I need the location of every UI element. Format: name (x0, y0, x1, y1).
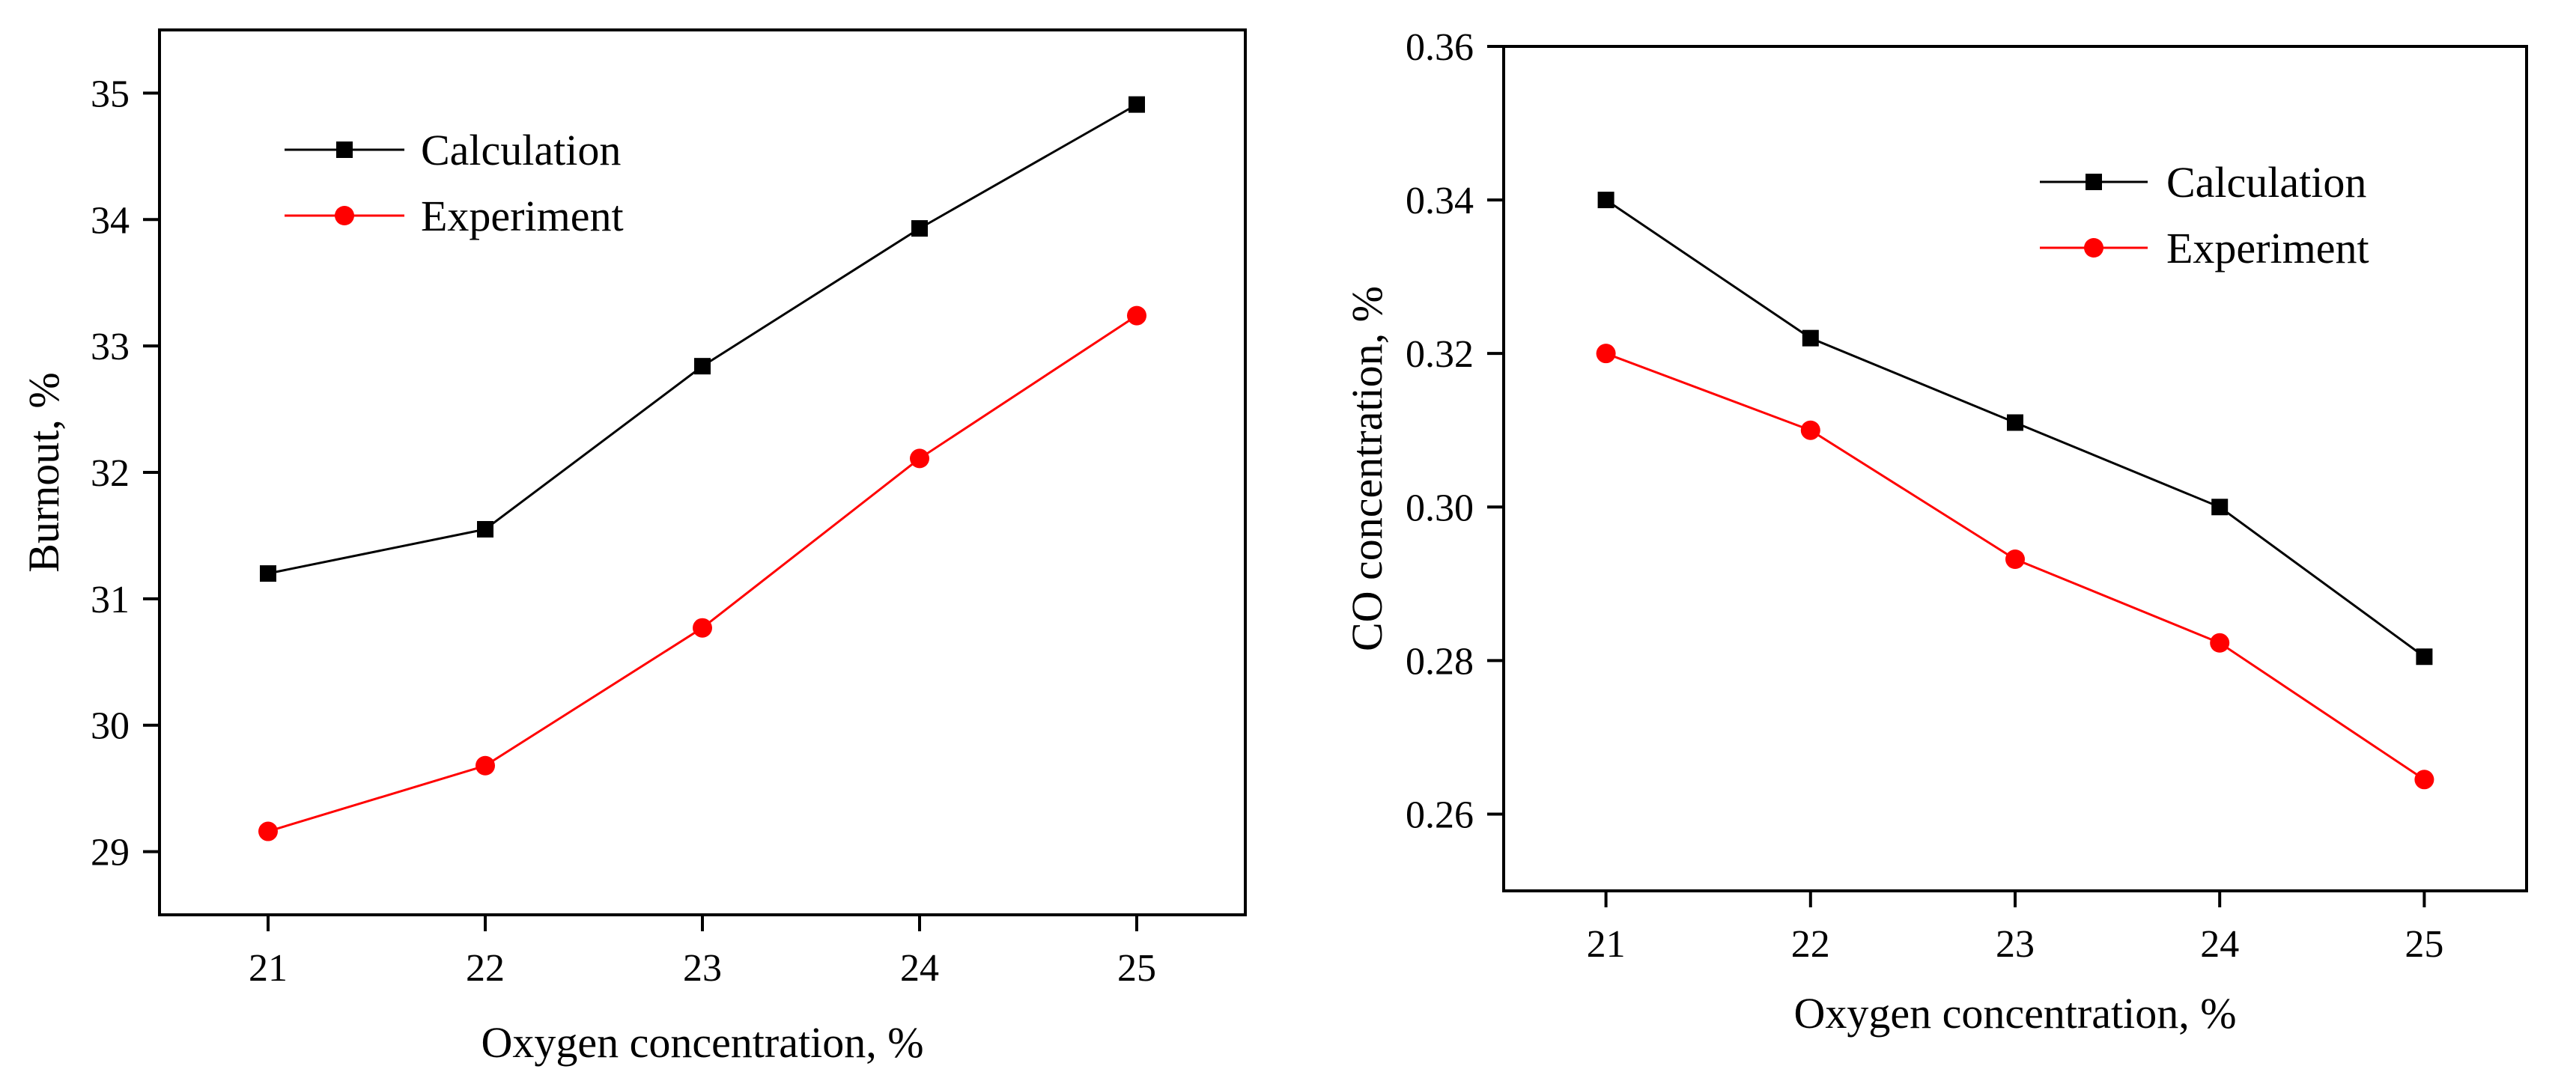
y-tick-label: 0.34 (1406, 180, 1474, 222)
data-point-experiment (2005, 549, 2025, 570)
x-tick-label: 21 (249, 947, 288, 990)
data-point-experiment (1800, 420, 1820, 440)
x-tick-label: 23 (683, 947, 722, 990)
y-axis-title: Burnout, % (19, 372, 68, 572)
x-tick-label: 23 (1996, 923, 2035, 966)
x-tick-label: 25 (2405, 923, 2443, 966)
data-point-calculation (1802, 329, 1819, 347)
y-axis-title: CO concentration, % (1343, 286, 1391, 651)
legend-label-experiment: Experiment (421, 192, 624, 240)
data-point-calculation (2007, 414, 2023, 431)
y-tick-label: 0.36 (1406, 26, 1474, 69)
data-point-calculation (2211, 499, 2229, 516)
y-tick-label: 32 (91, 452, 130, 495)
x-tick-label: 21 (1587, 923, 1626, 966)
legend-marker-square (336, 141, 353, 158)
series-line-experiment (267, 314, 1137, 832)
chart-panel-2: 21 22 23 24 25 0.26 0.28 0.30 0.32 0.34 0.36 Oxygen… (1343, 26, 2528, 1038)
legend-label-experiment: Experiment (2166, 224, 2369, 272)
data-point-calculation (2416, 648, 2433, 666)
x-tick-label: 22 (1791, 923, 1830, 966)
data-point-experiment (2414, 770, 2434, 790)
legend-marker-circle (335, 206, 354, 225)
y-tick-label: 29 (91, 832, 130, 874)
legend-marker-circle (2084, 238, 2103, 258)
data-point-calculation (477, 520, 493, 538)
data-point-experiment (258, 821, 278, 841)
data-point-calculation (694, 358, 711, 375)
data-point-calculation (911, 220, 928, 237)
x-tick-label: 24 (900, 947, 939, 990)
data-point-experiment (693, 618, 712, 638)
y-tick-label: 0.26 (1406, 794, 1474, 836)
x-axis-title: Oxygen concentration, % (1793, 989, 2236, 1038)
y-tick-label: 0.32 (1406, 333, 1474, 376)
x-tick-label: 24 (2200, 923, 2239, 966)
y-tick-label: 34 (91, 199, 130, 242)
data-point-experiment (1127, 305, 1146, 326)
data-point-calculation (260, 565, 276, 582)
y-tick-label: 0.30 (1406, 487, 1474, 529)
data-point-experiment (476, 755, 495, 776)
x-tick-label: 25 (1117, 947, 1156, 990)
y-tick-label: 0.28 (1406, 640, 1474, 683)
x-tick-label: 22 (466, 947, 505, 990)
legend-marker-square (2086, 174, 2102, 190)
chart-panel-1: 21 22 23 24 25 29 30 31 32 33 34 35 Oxygen concentra… (19, 28, 1247, 1067)
legend-label-calculation: Calculation (2166, 158, 2366, 207)
data-point-calculation (1128, 96, 1145, 113)
y-tick-label: 33 (91, 326, 130, 368)
y-tick-label: 30 (91, 705, 130, 748)
plot-frame (158, 28, 1247, 916)
y-tick-label: 35 (91, 73, 130, 115)
data-point-experiment (910, 448, 929, 469)
x-axis-title: Oxygen concentration, % (481, 1018, 923, 1067)
series-line-calculation (267, 103, 1137, 575)
plot-frame (1502, 45, 2528, 892)
data-point-experiment (1596, 344, 1616, 364)
legend-label-calculation: Calculation (421, 126, 621, 174)
data-point-experiment (2210, 633, 2230, 653)
y-tick-label: 31 (91, 579, 130, 621)
data-point-calculation (1597, 192, 1614, 209)
